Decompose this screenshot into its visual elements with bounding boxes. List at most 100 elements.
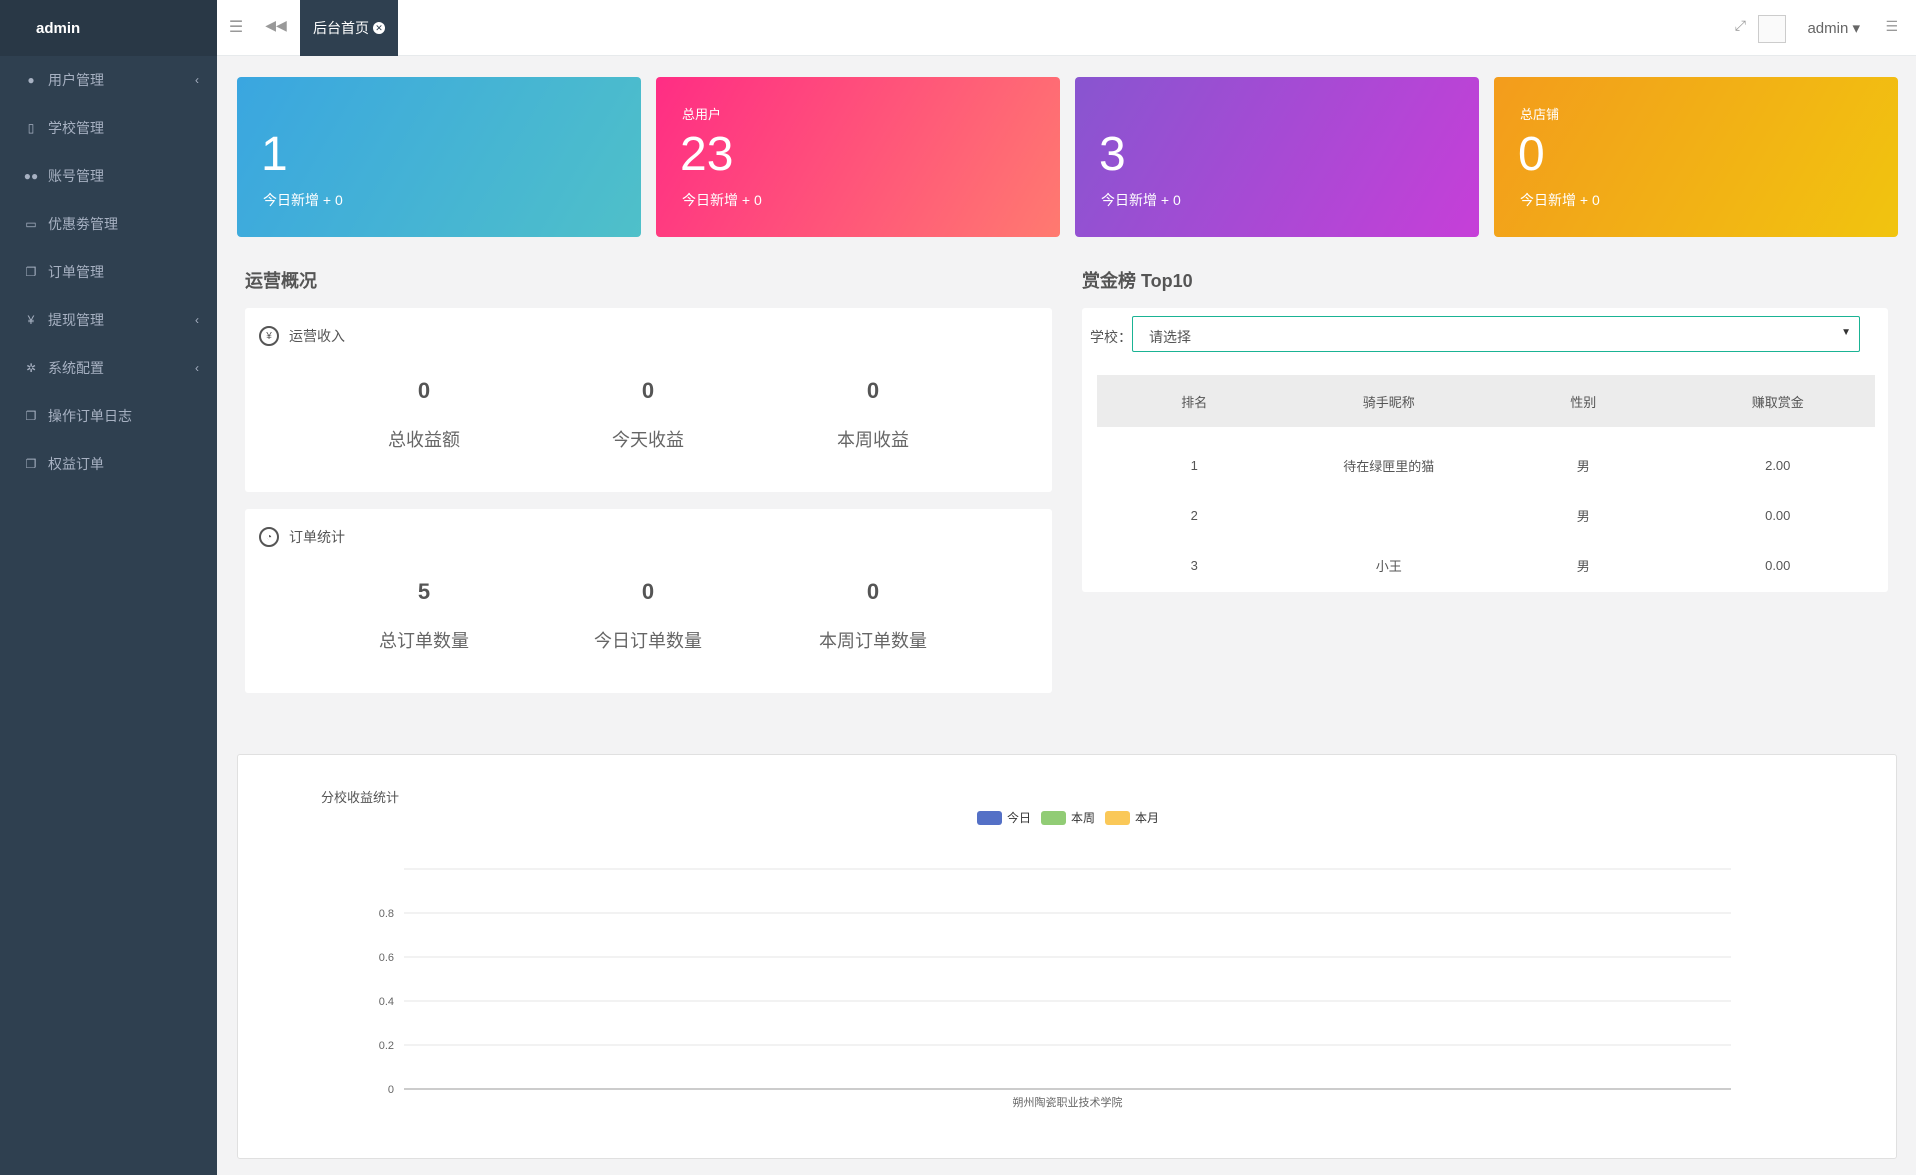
metric-value: 5 [417, 579, 431, 604]
sidebar-item[interactable]: ●● 账号管理 [0, 152, 217, 200]
income-title: 运营收入 [289, 328, 345, 344]
card-subtext: 今日新增 + 0 [682, 192, 762, 208]
cell-rank: 2 [1190, 507, 1198, 523]
sidebar-item[interactable]: ¥ 提现管理 ‹ [0, 296, 217, 344]
ranking-table-header: 排名 骑手昵称 性别 赚取赏金 [1097, 375, 1875, 427]
user-menu[interactable]: admin ▾ [1807, 20, 1860, 37]
tab-home-label: 后台首页 [313, 20, 369, 36]
cell-reward: 2.00 [1765, 457, 1791, 473]
pie-chart-icon: ◔ [259, 527, 279, 547]
cell-reward: 0.00 [1765, 507, 1791, 523]
metric-week-income: 0 本周收益 [773, 378, 973, 452]
list-icon[interactable]: ☰ [1885, 18, 1898, 34]
sidebar-item-label: 提现管理 [48, 312, 104, 328]
card-subtext: 今日新增 + 0 [1101, 192, 1181, 208]
cell-gender: 男 [1576, 458, 1590, 474]
y-tick-label: 0.4 [379, 996, 394, 1008]
fullscreen-icon[interactable]: ⤢ [1734, 17, 1746, 33]
ranking-panel: 学校： 请选择 ▼ 排名 骑手昵称 性别 赚取赏金 1 待在绿匣里的猫 男 2.… [1082, 308, 1888, 592]
yen-icon: ¥ [27, 313, 35, 327]
y-tick-label: 0.2 [379, 1040, 394, 1052]
sidebar-item-label: 订单管理 [48, 264, 104, 280]
header-gender: 性别 [1570, 394, 1597, 410]
metric-value: 0 [417, 378, 431, 403]
sidebar-item[interactable]: ❐ 权益订单 [0, 440, 217, 488]
users-icon: ●● [23, 169, 39, 183]
brand-title: admin [0, 0, 217, 56]
sidebar-item[interactable]: ● 用户管理 ‹ [0, 56, 217, 104]
tab-scroll-left-icon[interactable]: ◀◀ [265, 17, 287, 33]
cell-nickname: 小王 [1375, 558, 1402, 574]
operations-title: 运营概况 [245, 271, 317, 291]
metric-today-orders: 0 今日订单数量 [548, 579, 748, 653]
copy-icon: ❐ [25, 457, 37, 471]
header-nickname: 骑手昵称 [1362, 394, 1415, 410]
school-select-value: 请选择 [1149, 329, 1191, 345]
card-subtext: 今日新增 + 0 [263, 192, 343, 208]
card-label: 总用户 [682, 107, 722, 122]
sidebar-item[interactable]: ▯ 学校管理 [0, 104, 217, 152]
stat-card-total-users: 总用户 23 今日新增 + 0 [656, 77, 1060, 237]
header-reward: 赚取赏金 [1751, 394, 1804, 410]
school-select[interactable]: 请选择 ▼ [1132, 316, 1860, 352]
sidebar-item-label: 系统配置 [48, 360, 104, 376]
orders-header: ◔ 订单统计 [259, 527, 345, 547]
yen-icon: ¥ [259, 326, 279, 346]
gear-icon: ✲ [25, 361, 37, 375]
legend-label: 本周 [1071, 811, 1095, 825]
metric-value: 0 [866, 378, 880, 403]
avatar[interactable] [1758, 15, 1786, 43]
card-label: 总店铺 [1520, 107, 1560, 122]
building-icon: ▯ [27, 121, 35, 135]
metric-value: 0 [641, 378, 655, 403]
tab-home[interactable]: 后台首页 ✕ [300, 0, 398, 56]
sidebar-item[interactable]: ❐ 操作订单日志 [0, 392, 217, 440]
sidebar: admin ● 用户管理 ‹ ▯ 学校管理 ●● 账号管理 ▭ 优惠劵管理 ❐ 订单管理 ¥ 提现管理 ‹… [0, 0, 217, 1175]
cell-gender: 男 [1576, 508, 1590, 524]
sidebar-item[interactable]: ▭ 优惠劵管理 [0, 200, 217, 248]
y-tick-label: 0.8 [379, 908, 394, 920]
orders-panel: ◔ 订单统计 5 总订单数量 0 今日订单数量 0 本周订单数量 [245, 509, 1052, 693]
menu-toggle-icon[interactable]: ☰ [228, 19, 244, 36]
metric-label: 总收益额 [388, 430, 460, 450]
metric-value: 0 [866, 579, 880, 604]
table-row: 3 小王 男 0.00 [1097, 540, 1875, 590]
school-label: 学校： [1090, 329, 1132, 345]
cell-rank: 1 [1190, 457, 1198, 473]
sidebar-item-label: 优惠劵管理 [48, 216, 118, 232]
legend-swatch [1041, 811, 1066, 825]
sidebar-item-label: 权益订单 [48, 456, 104, 472]
top-bar: ☰ ◀◀ 后台首页 ✕ ⤢ admin ▾ ☰ [217, 0, 1916, 56]
user-icon: ● [27, 73, 35, 87]
card-value: 3 [1099, 128, 1126, 181]
card-subtext: 今日新增 + 0 [1520, 192, 1600, 208]
copy-icon: ❐ [25, 409, 37, 423]
branch-income-chart-panel: 分校收益统计 0 0.2 0.4 0.6 0.8 朔州陶瓷职业技术学院 今日 本周 本月 [237, 754, 1897, 1159]
legend-label: 本月 [1135, 811, 1159, 825]
metric-label: 今天收益 [612, 430, 684, 450]
stat-card: 3 今日新增 + 0 [1075, 77, 1479, 237]
card-value: 1 [261, 128, 288, 181]
metric-total-orders: 5 总订单数量 [324, 579, 524, 653]
y-tick-label: 0 [388, 1084, 394, 1096]
user-name: admin [1807, 20, 1849, 37]
sidebar-item[interactable]: ✲ 系统配置 ‹ [0, 344, 217, 392]
metric-value: 0 [641, 579, 655, 604]
chart-title: 分校收益统计 [321, 790, 400, 805]
table-row: 1 待在绿匣里的猫 男 2.00 [1097, 440, 1875, 490]
sidebar-item-label: 操作订单日志 [48, 408, 132, 424]
sidebar-item-label: 账号管理 [48, 168, 104, 184]
metric-label: 本周收益 [837, 430, 909, 450]
close-icon[interactable]: ✕ [373, 22, 385, 34]
header-rank: 排名 [1181, 394, 1208, 410]
stat-card: 1 今日新增 + 0 [237, 77, 641, 237]
card-value: 23 [680, 128, 734, 181]
metric-label: 总订单数量 [379, 631, 469, 651]
metric-label: 本周订单数量 [819, 631, 927, 651]
table-row: 2 男 0.00 [1097, 490, 1875, 540]
sidebar-item[interactable]: ❐ 订单管理 [0, 248, 217, 296]
chevron-left-icon: ‹ [195, 361, 199, 375]
ranking-title: 赏金榜 Top10 [1082, 271, 1193, 291]
x-tick-label: 朔州陶瓷职业技术学院 [1013, 1095, 1123, 1109]
copy-icon: ❐ [25, 265, 37, 279]
